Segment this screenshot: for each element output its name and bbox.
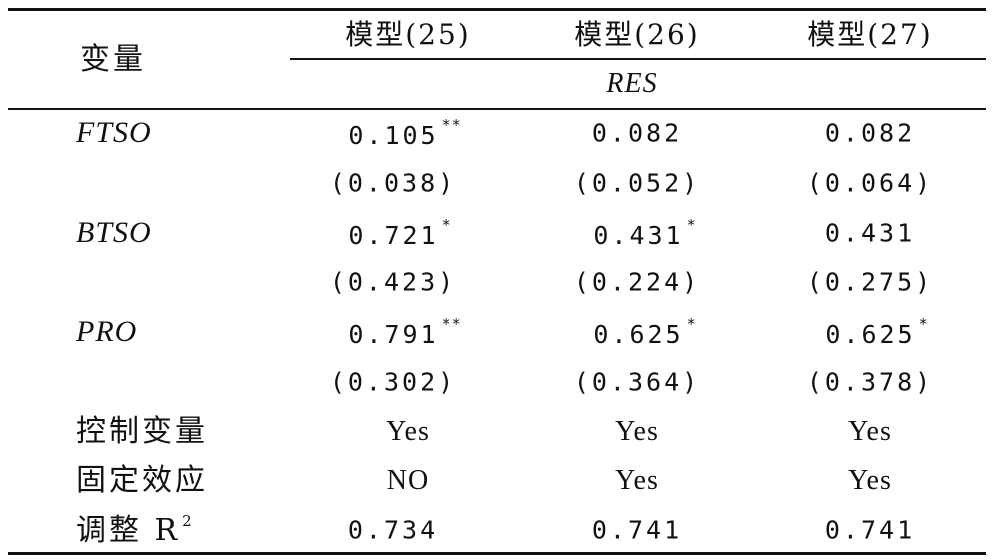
coef-pro-model-27: 0.625 * xyxy=(825,315,929,349)
coef-pro-model-26: 0.625 * xyxy=(593,315,697,349)
row-label-fixed-effects: 固定效应 xyxy=(76,463,208,498)
se-pro-model-26: (0.364) xyxy=(573,367,701,397)
se-ftso-model-25: (0.038) xyxy=(329,168,457,198)
coef-btso-model-25: 0.721 * xyxy=(348,216,452,250)
header-variable: 变量 xyxy=(80,42,146,77)
coef-btso-model-27: 0.431 xyxy=(825,221,915,246)
coef-value: 0.431 xyxy=(824,218,916,248)
se-ftso-model-27: (0.064) xyxy=(806,168,934,198)
header-rule xyxy=(8,108,986,110)
header-model-26: 模型(26) xyxy=(574,18,700,51)
se-btso-model-27: (0.275) xyxy=(806,267,934,297)
row-label-control-variables: 控制变量 xyxy=(76,414,208,449)
adjusted-r2-model-26: 0.741 xyxy=(591,515,683,545)
row-label-pro: PRO xyxy=(76,315,138,348)
header-model-27: 模型(27) xyxy=(807,18,933,51)
row-label-btso: BTSO xyxy=(76,216,152,249)
coef-value: 0.791 xyxy=(348,320,439,349)
coef-ftso-model-25: 0.105 ** xyxy=(348,116,462,150)
dependent-variable-rule xyxy=(290,58,986,60)
control-variables-model-27: Yes xyxy=(848,416,892,447)
header-model-25: 模型(25) xyxy=(345,18,471,51)
coef-value: 0.625 xyxy=(593,320,684,349)
significance-stars: * xyxy=(686,216,697,234)
significance-stars: * xyxy=(686,315,697,333)
fixed-effects-model-26: Yes xyxy=(615,465,659,496)
fixed-effects-model-25: NO xyxy=(386,465,430,496)
coef-value: 0.105 xyxy=(348,121,439,150)
se-pro-model-27: (0.378) xyxy=(806,367,934,397)
coef-pro-model-25: 0.791 ** xyxy=(348,315,462,349)
significance-stars: ** xyxy=(441,315,462,333)
coef-ftso-model-27: 0.082 xyxy=(825,121,915,146)
dependent-variable-label: RES xyxy=(606,68,658,99)
adjusted-r2-text: 调整 R xyxy=(76,513,181,548)
coef-value: 0.082 xyxy=(591,118,683,148)
coef-value: 0.625 xyxy=(825,320,916,349)
significance-stars: * xyxy=(441,216,452,234)
significance-stars: ** xyxy=(441,116,462,134)
adjusted-r2-model-27: 0.741 xyxy=(824,515,916,545)
coef-value: 0.431 xyxy=(593,221,684,250)
fixed-effects-model-27: Yes xyxy=(848,465,892,496)
row-label-ftso: FTSO xyxy=(76,116,152,149)
coef-btso-model-26: 0.431 * xyxy=(593,216,697,250)
se-btso-model-26: (0.224) xyxy=(573,267,701,297)
control-variables-model-25: Yes xyxy=(386,416,430,447)
coef-value: 0.082 xyxy=(824,118,916,148)
coef-ftso-model-26: 0.082 xyxy=(592,121,682,146)
significance-stars: * xyxy=(918,315,929,333)
control-variables-model-26: Yes xyxy=(615,416,659,447)
adjusted-r2-superscript: 2 xyxy=(182,512,192,530)
se-btso-model-25: (0.423) xyxy=(329,267,457,297)
se-pro-model-25: (0.302) xyxy=(329,367,457,397)
top-rule xyxy=(8,8,986,11)
adjusted-r2-model-25: 0.734 xyxy=(347,515,439,545)
coef-value: 0.721 xyxy=(348,221,439,250)
se-ftso-model-26: (0.052) xyxy=(573,168,701,198)
bottom-rule xyxy=(8,552,986,555)
